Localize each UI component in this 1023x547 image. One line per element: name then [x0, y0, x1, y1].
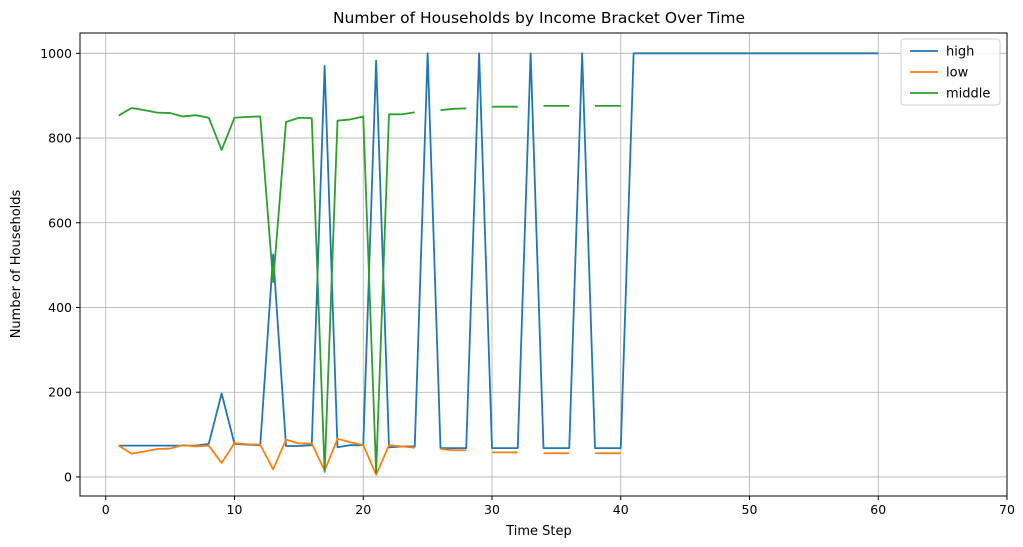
x-tick-label: 70 [999, 502, 1015, 517]
legend-label-middle: middle [946, 87, 990, 102]
x-tick-label: 10 [227, 502, 243, 517]
series-line-low [118, 437, 621, 476]
series-lines [118, 52, 879, 476]
y-axis-label: Number of Households [9, 189, 24, 338]
ticks: 0 10 20 30 40 50 60 70 0 200 400 600 800 1000 [40, 46, 1015, 517]
legend-box [900, 38, 1001, 106]
x-tick-label: 60 [870, 502, 886, 517]
x-tick-label: 0 [102, 502, 110, 517]
chart-title: Number of Households by Income Bracket O… [333, 9, 745, 27]
y-tick-label: 0 [64, 469, 72, 484]
y-tick-label: 800 [48, 131, 72, 146]
legend: high low middle [900, 38, 1001, 106]
x-tick-label: 40 [613, 502, 629, 517]
series-line-middle [118, 104, 621, 474]
y-tick-label: 400 [48, 300, 72, 315]
y-tick-label: 200 [48, 385, 72, 400]
legend-label-low: low [946, 66, 969, 81]
legend-label-high: high [946, 45, 974, 60]
x-tick-label: 50 [742, 502, 758, 517]
x-tick-label: 30 [484, 502, 500, 517]
x-tick-label: 20 [355, 502, 371, 517]
y-tick-label: 600 [48, 215, 72, 230]
y-tick-label: 1000 [40, 46, 72, 61]
x-axis-label: Time Step [505, 524, 572, 539]
plot-frame [79, 32, 1008, 497]
